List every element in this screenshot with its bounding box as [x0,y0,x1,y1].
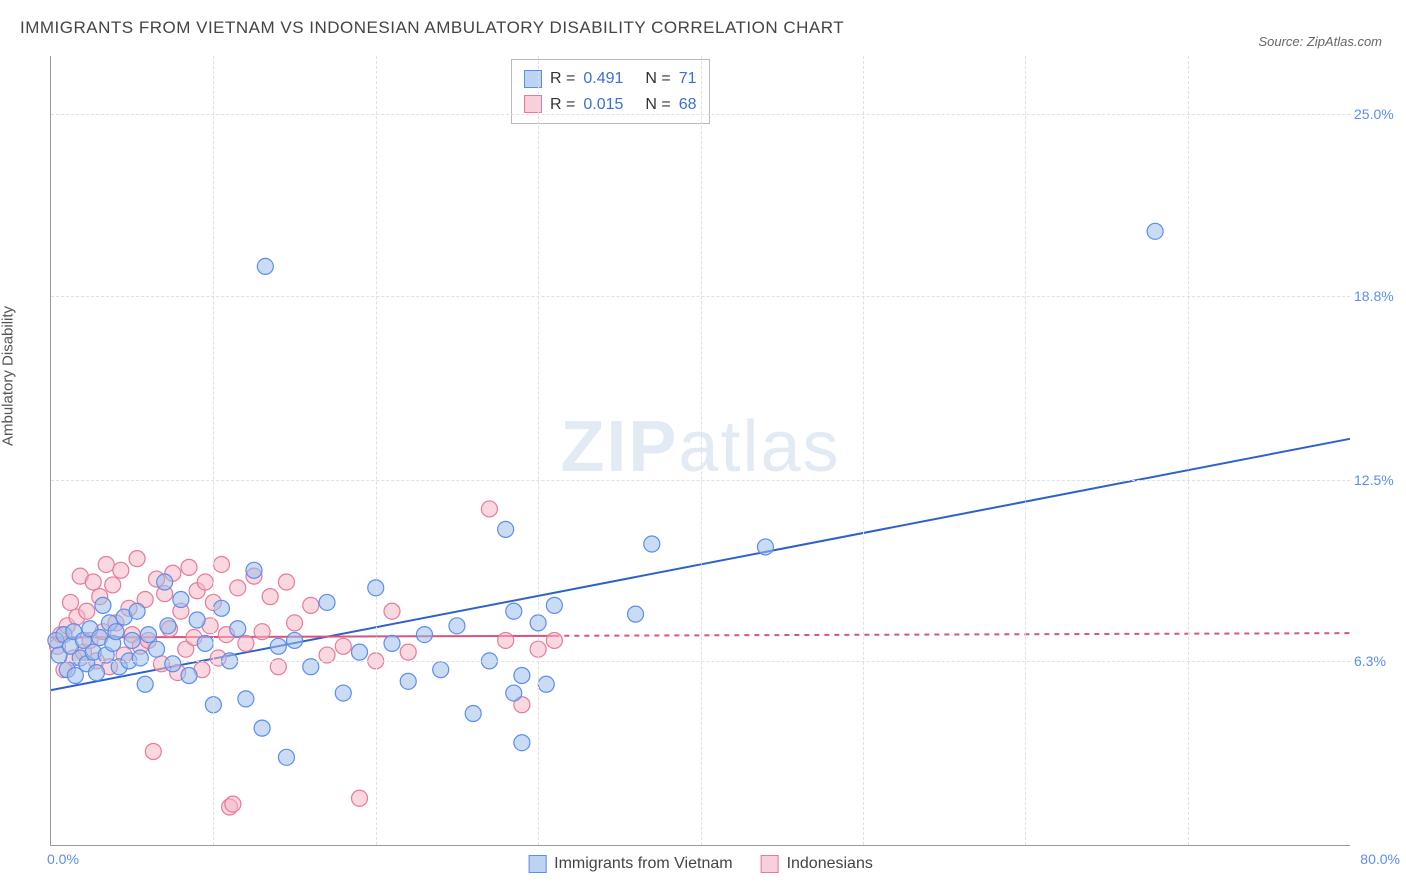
legend-item-vietnam: Immigrants from Vietnam [528,855,732,873]
y-tick-label: 12.5% [1354,472,1404,488]
plot-area: ZIPatlas R = 0.491 N = 71 R = 0.015 N = … [50,56,1350,846]
legend-label: Immigrants from Vietnam [554,855,732,873]
y-tick-label: 25.0% [1354,106,1404,122]
swatch-blue-icon [528,855,546,873]
legend-label: Indonesians [787,855,873,873]
y-tick-label: 6.3% [1354,653,1404,669]
series-legend: Immigrants from Vietnam Indonesians [528,855,873,873]
chart-title: IMMIGRANTS FROM VIETNAM VS INDONESIAN AM… [20,18,844,38]
y-tick-label: 18.8% [1354,288,1404,304]
x-tick-min: 0.0% [47,851,79,867]
swatch-pink-icon [761,855,779,873]
y-axis-label: Ambulatory Disability [0,306,17,446]
legend-item-indonesians: Indonesians [761,855,873,873]
source-attribution: Source: ZipAtlas.com [1258,34,1382,49]
x-tick-max: 80.0% [1360,851,1400,867]
